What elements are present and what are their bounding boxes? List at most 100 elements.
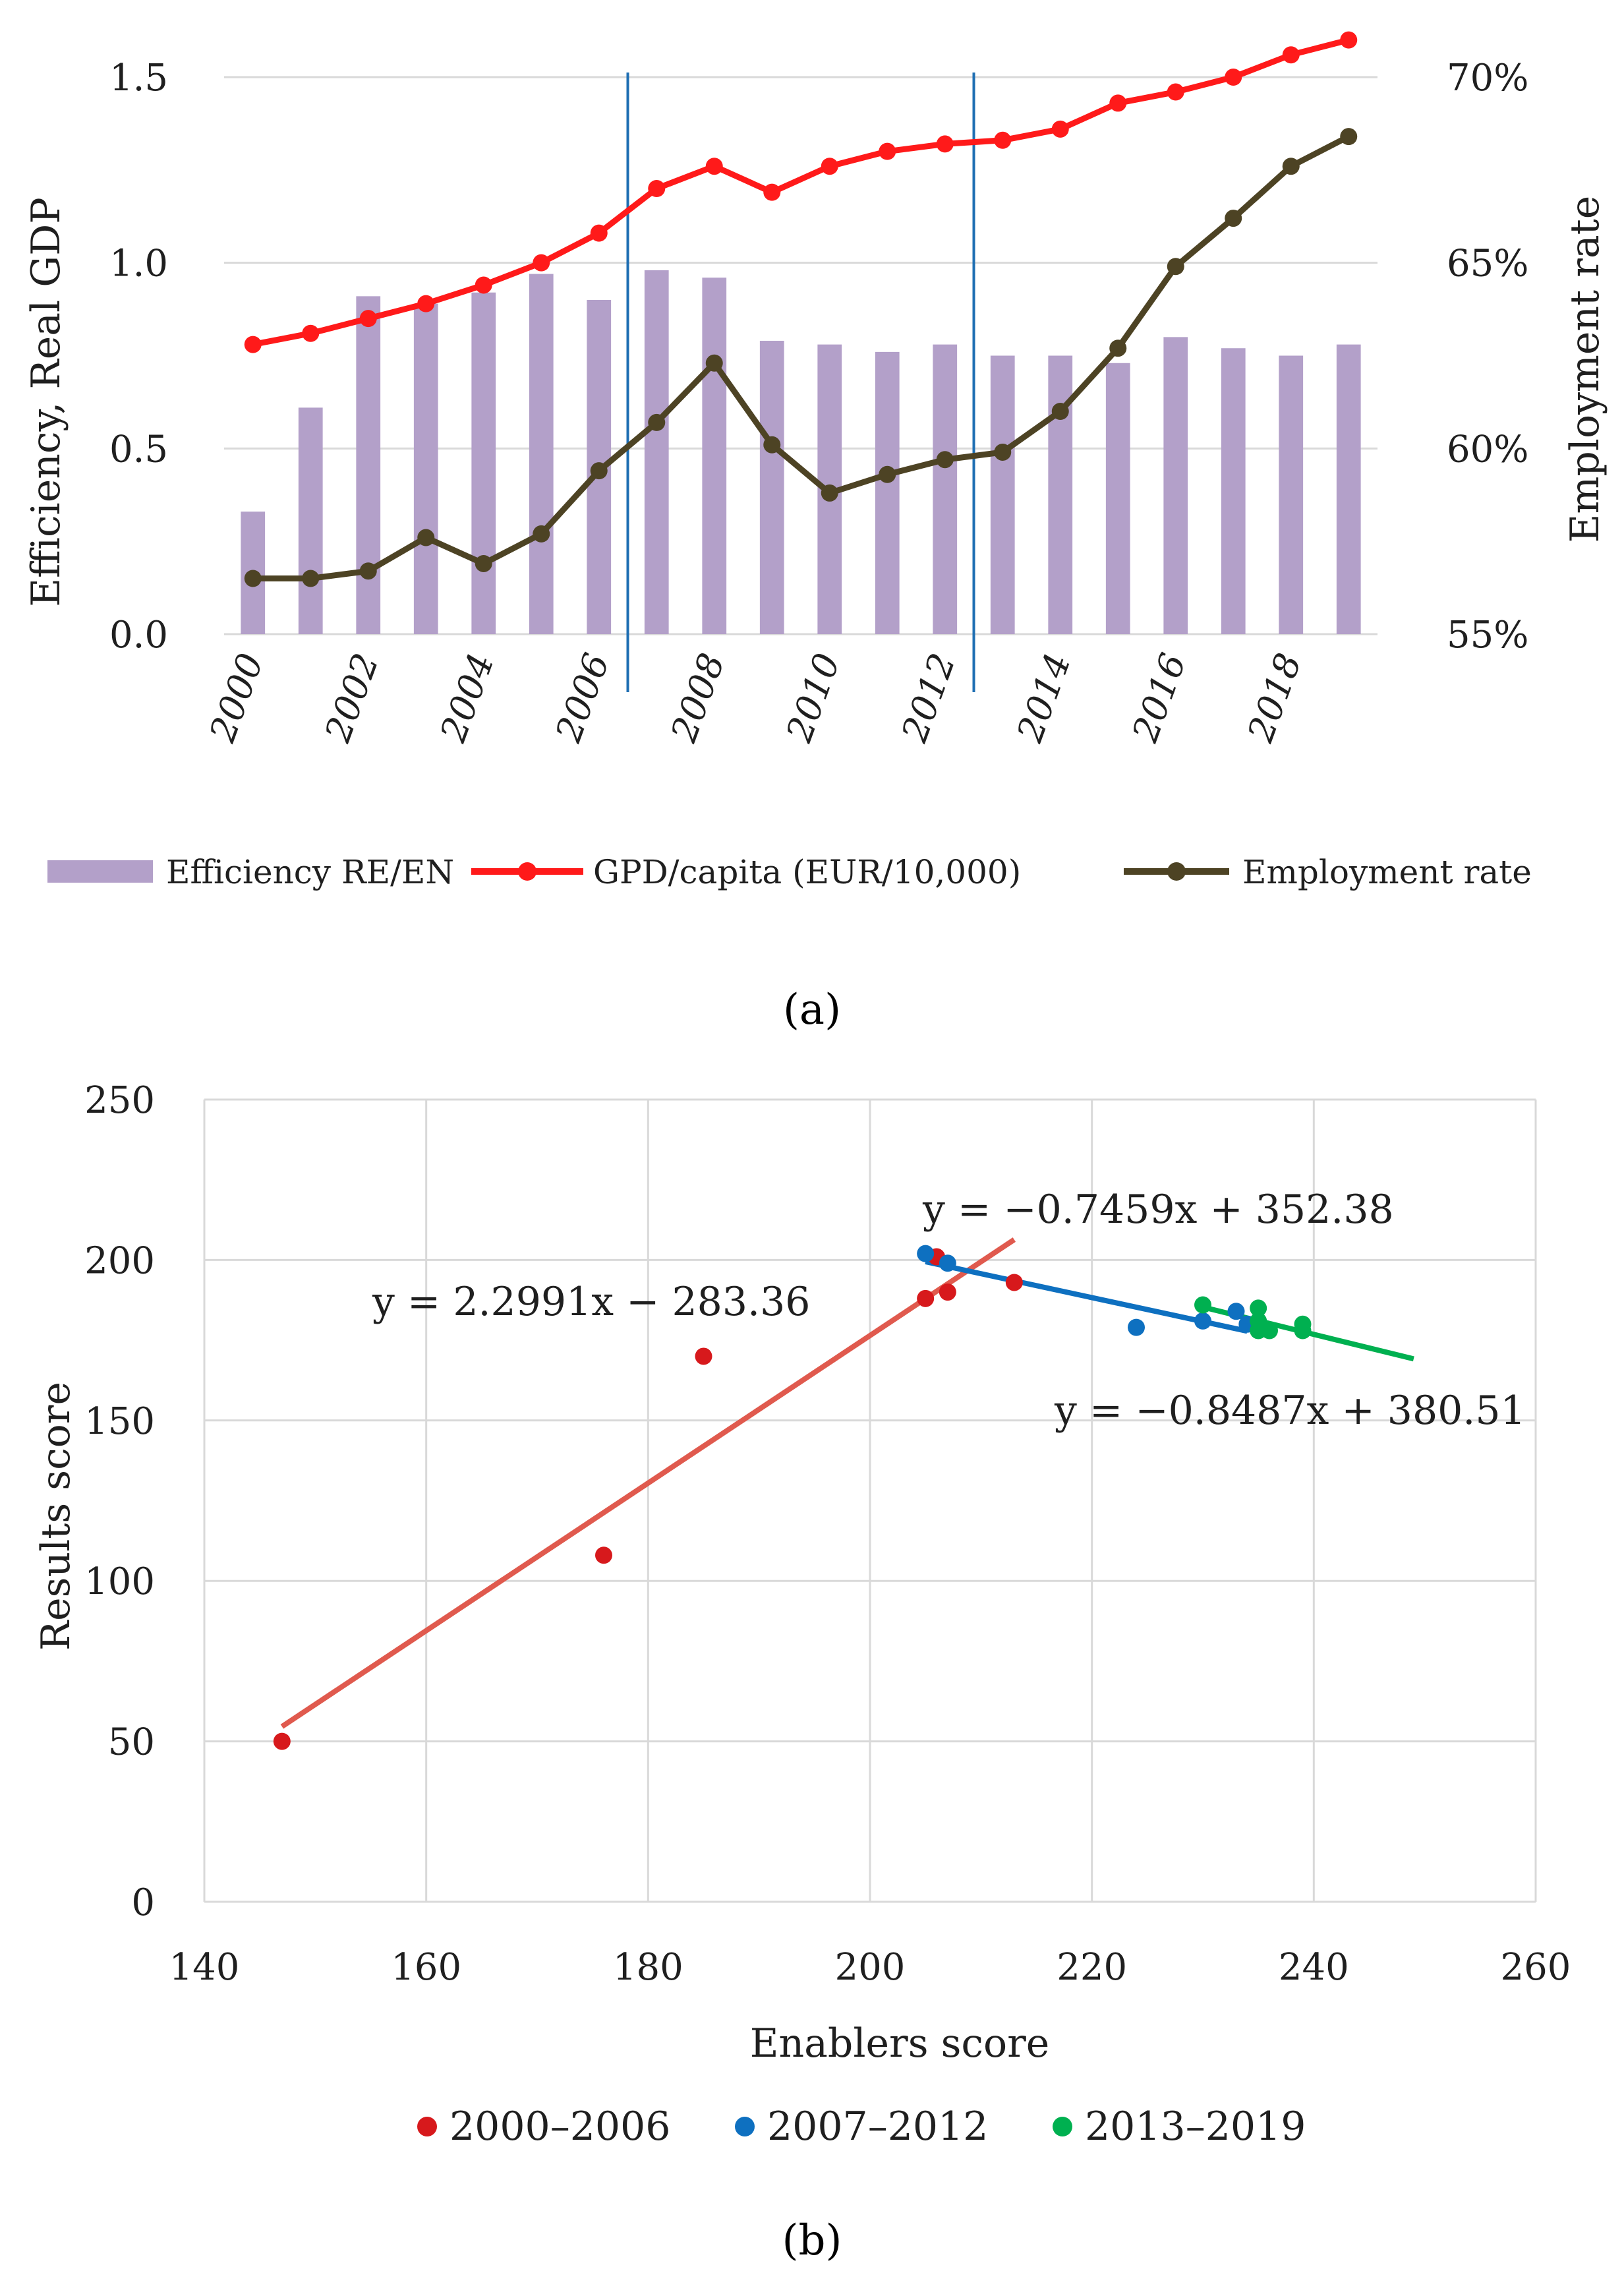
gdp-point: [417, 295, 435, 312]
efficiency-bar: [990, 355, 1015, 634]
employment-point: [302, 570, 320, 587]
employment-point: [705, 354, 723, 372]
gdp-point: [590, 224, 608, 242]
chart-b-x-tick-label: 260: [1501, 1946, 1571, 1989]
chart-a-x-tick-label: 2014: [1008, 648, 1079, 748]
scatter-point-2000-2006: [939, 1283, 956, 1301]
gdp-point: [1051, 120, 1069, 138]
gdp-point: [821, 158, 838, 175]
chart-b-y-tick-label: 100: [84, 1560, 155, 1603]
chart-b-y-tick-label: 50: [108, 1721, 155, 1764]
chart-a-left-tick-label: 0.0: [109, 614, 168, 657]
chart-a-period-dividers: [626, 73, 975, 692]
chart-b-y-tick-label: 250: [84, 1079, 155, 1122]
chart-b-x-tick-label: 240: [1279, 1946, 1349, 1989]
trendline-2000-2006: [280, 1237, 1016, 1729]
gdp-point: [1109, 94, 1127, 112]
employment-point: [936, 451, 954, 469]
gdp-point: [359, 310, 377, 328]
employment-point: [1167, 258, 1184, 276]
gdp-line: [252, 37, 1350, 348]
chart-b-x-axis-label: Enablers score: [750, 2020, 1050, 2067]
chart-b-x-tick-label: 160: [391, 1946, 461, 1989]
gdp-point: [1225, 69, 1242, 86]
chart-a-right-tick-label: 65%: [1447, 243, 1528, 285]
employment-point: [1282, 158, 1300, 175]
chart-a-x-tick-label: 2010: [778, 648, 848, 748]
employment-point: [1340, 128, 1358, 146]
chart-a-left-tick-label: 0.5: [109, 428, 168, 471]
gdp-point: [475, 276, 492, 294]
chart-b-gridlines: [203, 1098, 1537, 1903]
chart-b-legend: 2000–2006 2007–2012 2013–2019: [417, 2104, 1306, 2150]
employment-point: [244, 570, 262, 587]
chart-a-left-tick-label: 1.0: [109, 243, 168, 285]
employment-point: [1109, 339, 1127, 357]
employment-point: [533, 525, 550, 543]
efficiency-bar: [1048, 355, 1073, 634]
efficiency-bar: [644, 270, 669, 634]
gdp-point: [879, 142, 896, 160]
chart-a-lines: [244, 31, 1358, 587]
scatter-point-2000-2006: [917, 1289, 935, 1307]
efficiency-bar: [702, 278, 727, 634]
caption-a: (a): [746, 986, 878, 1034]
chart-a-legend: Efficiency RE/EN GPD/capita (EUR/10,000)…: [47, 853, 1532, 891]
chart-a-right-axis-label: Employment rate: [1562, 196, 1608, 543]
scatter-point-2007-2012: [1128, 1318, 1145, 1336]
efficiency-bar: [1221, 348, 1246, 634]
legend-marker-2007-2012: [735, 2117, 755, 2136]
scatter-point-2007-2012: [1227, 1303, 1245, 1320]
chart-b-x-axis-ticks: 140 160 180 200 220 240 260: [169, 1946, 1571, 1989]
chart-b-x-tick-label: 200: [835, 1946, 906, 1989]
scatter-point-2000-2006: [273, 1732, 291, 1750]
gdp-point: [1167, 83, 1184, 101]
employment-line: [252, 134, 1350, 581]
employment-point: [590, 462, 608, 480]
chart-a-x-tick-label: 2018: [1239, 648, 1310, 748]
legend-label-2013-2019: 2013–2019: [1085, 2104, 1306, 2150]
chart-a-x-tick-label: 2006: [547, 648, 618, 748]
trendline-2007-2012: [925, 1259, 1248, 1334]
caption-a-text: (a): [782, 986, 842, 1034]
efficiency-bar: [1163, 337, 1188, 634]
legend-label-2007-2012: 2007–2012: [767, 2104, 988, 2150]
scatter-point-2013-2019: [1250, 1299, 1267, 1317]
chart-a-x-tick-label: 2008: [662, 648, 733, 748]
chart-a-x-tick-label: 2016: [1124, 648, 1194, 748]
efficiency-bar: [933, 344, 958, 634]
chart-a-right-axis-ticks: 55% 60% 65% 70%: [1447, 57, 1528, 657]
equation-2000-2006: y = 2.2991x − 283.36: [372, 1279, 810, 1325]
gdp-point: [705, 158, 723, 175]
efficiency-bar: [1279, 355, 1304, 634]
gdp-point: [936, 135, 954, 153]
chart-a-right-tick-label: 60%: [1447, 428, 1528, 471]
chart-b-x-tick-label: 140: [169, 1946, 240, 1989]
scatter-point-2007-2012: [1194, 1312, 1211, 1330]
chart-b-x-tick-label: 180: [613, 1946, 683, 1989]
legend-marker-2013-2019: [1053, 2117, 1072, 2136]
employment-point: [417, 529, 435, 546]
legend-swatch-efficiency: [47, 860, 153, 883]
efficiency-bar: [1105, 363, 1130, 634]
legend-marker-gdp: [518, 862, 536, 881]
employment-point: [648, 413, 666, 431]
chart-b-y-tick-label: 200: [84, 1239, 155, 1282]
equation-2007-2012: y = −0.7459x + 352.38: [922, 1187, 1394, 1233]
chart-b-points: [273, 1245, 1312, 1750]
chart-a-x-tick-label: 2000: [201, 648, 272, 748]
employment-point: [475, 554, 492, 572]
legend-label-gdp: GPD/capita (EUR/10,000): [593, 853, 1021, 891]
scatter-point-2013-2019: [1194, 1296, 1211, 1314]
gdp-point: [994, 131, 1012, 149]
scatter-point-2013-2019: [1261, 1322, 1278, 1339]
employment-point: [1225, 210, 1242, 227]
gdp-point: [302, 324, 320, 342]
efficiency-bar: [413, 303, 438, 634]
gdp-point: [763, 183, 781, 201]
employment-point: [994, 443, 1012, 461]
legend-marker-employment: [1167, 862, 1186, 881]
employment-point: [879, 465, 896, 483]
scatter-point-2000-2006: [1005, 1274, 1023, 1291]
chart-b: 0 50 100 150 200 250 140 160 180 200 220 240 260 y …: [33, 1079, 1571, 2150]
